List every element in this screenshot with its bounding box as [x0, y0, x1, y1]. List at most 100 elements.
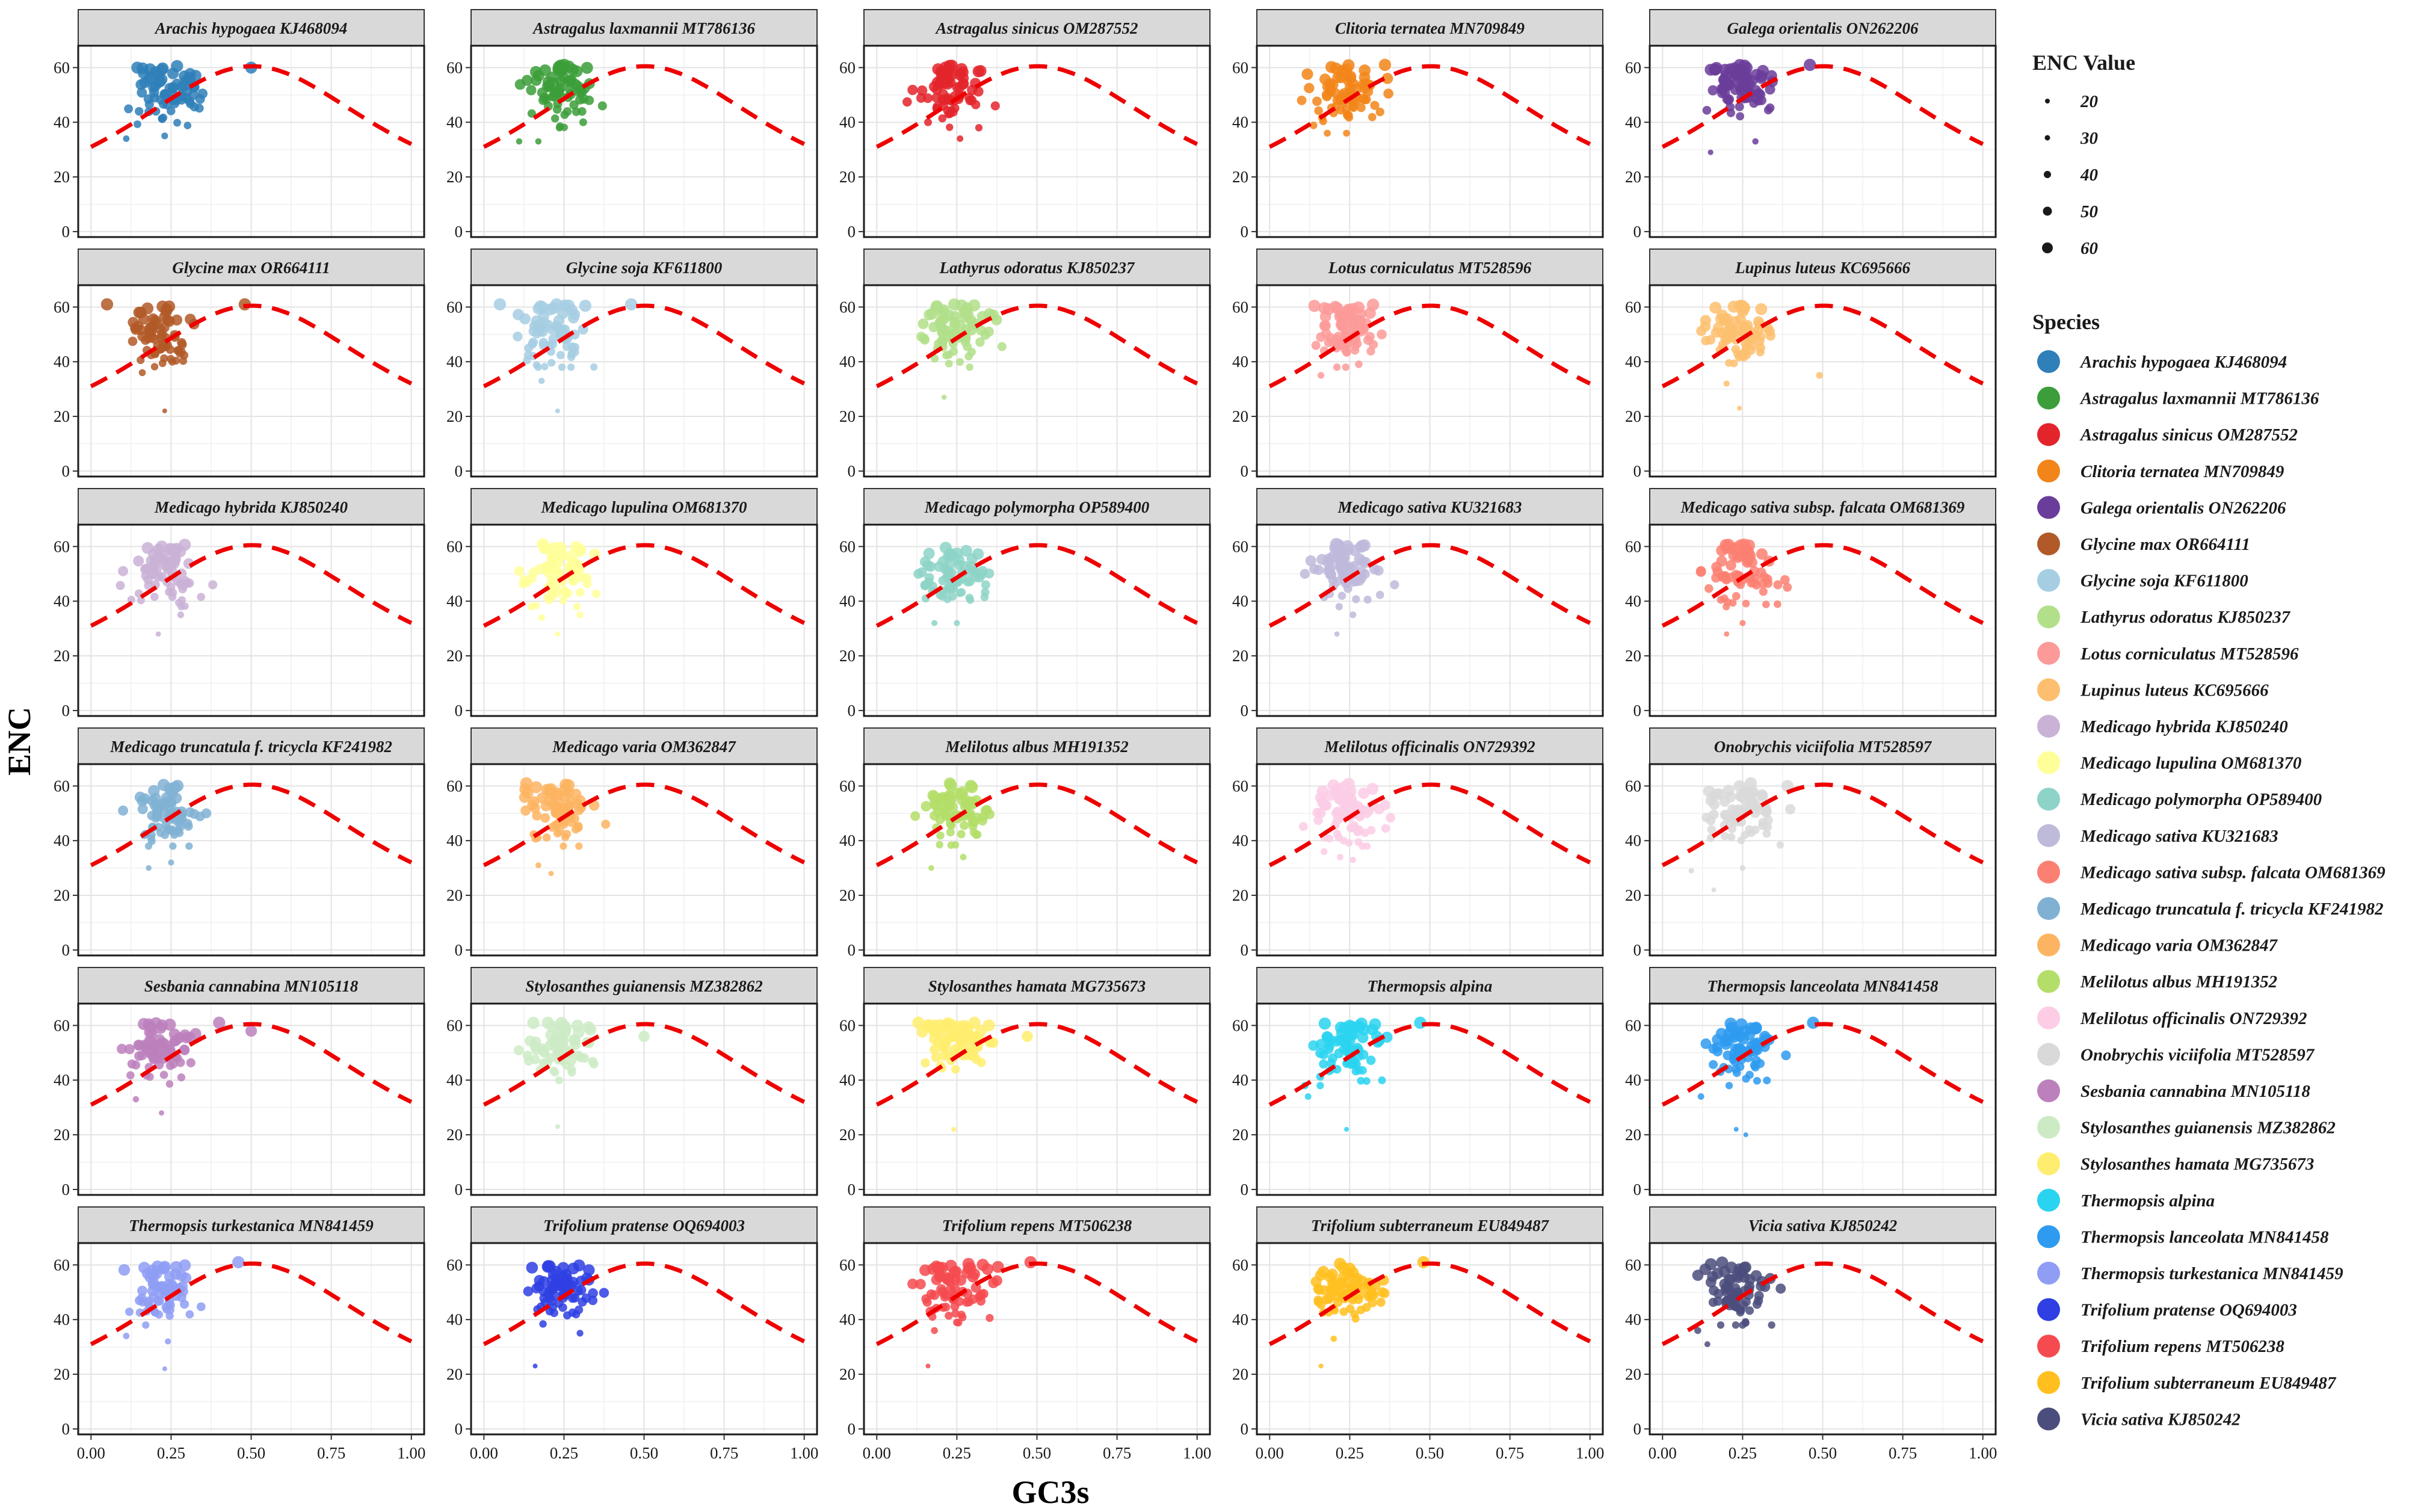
data-point [927, 789, 939, 801]
data-point [1390, 580, 1399, 590]
data-point [1338, 781, 1351, 793]
data-point [970, 816, 980, 826]
data-point [161, 132, 168, 140]
facet-strip [863, 967, 1211, 1004]
y-tick-label: 20 [446, 1365, 463, 1383]
species-legend-label: Galega orientalis ON262206 [2080, 498, 2286, 517]
data-point [951, 1126, 957, 1132]
y-tick-label: 40 [54, 353, 70, 371]
data-point [159, 311, 171, 322]
species-legend-key [2037, 1006, 2060, 1029]
data-point [538, 377, 545, 384]
y-tick-label: 20 [54, 1365, 70, 1383]
data-point [137, 1050, 147, 1061]
data-point [951, 1065, 960, 1074]
data-point [167, 67, 179, 79]
y-tick-label: 40 [1625, 1071, 1641, 1089]
data-point [1348, 1273, 1360, 1284]
expected-enc-curve [1268, 303, 1591, 389]
facet-panel: Arachis hypogaea KJ468094 0 20 40 60 [54, 9, 425, 241]
data-point [984, 568, 995, 579]
data-point [162, 564, 173, 575]
data-point [975, 337, 985, 347]
data-point [1707, 1271, 1718, 1283]
data-point [152, 1049, 162, 1059]
y-tick-label: 40 [446, 1071, 463, 1089]
data-point [117, 1043, 128, 1054]
data-point [560, 110, 569, 119]
data-point [1735, 353, 1744, 362]
data-point [1706, 335, 1716, 345]
y-tick-label: 20 [446, 647, 463, 665]
y-tick-label: 20 [839, 647, 856, 665]
y-tick-label: 20 [1232, 168, 1248, 186]
y-tick-label: 40 [1232, 832, 1248, 850]
data-point [559, 783, 572, 795]
facet-strip [1649, 488, 1996, 525]
data-point [177, 340, 187, 350]
facet-strip [1256, 9, 1603, 46]
facet-strip-label: Medicago truncatula f. tricycla KF241982 [110, 738, 392, 756]
data-point [1353, 339, 1362, 348]
data-point [1723, 1028, 1735, 1040]
data-point [541, 1261, 554, 1273]
size-legend-label: 30 [2080, 129, 2098, 148]
y-tick-label: 40 [1232, 113, 1248, 131]
data-point [118, 566, 128, 576]
x-tick-label: 0.75 [1889, 1444, 1917, 1462]
data-point [1319, 320, 1330, 332]
data-point [941, 395, 947, 400]
data-point [164, 1018, 176, 1031]
species-legend-key [2037, 532, 2060, 555]
facet-strip-label: Sesbania cannabina MN105118 [144, 977, 359, 995]
data-point [556, 351, 565, 360]
data-point [179, 1259, 191, 1271]
y-tick-label: 0 [1633, 941, 1642, 959]
y-tick-label: 0 [62, 223, 70, 241]
data-point [1319, 1059, 1328, 1069]
data-point [1726, 560, 1736, 571]
y-tick-label: 60 [446, 777, 463, 795]
data-point [1763, 578, 1773, 588]
data-point [957, 588, 966, 597]
facet-panel: Thermopsis lanceolata MN841458 0 20 40 60 [1625, 967, 1997, 1199]
data-point [1756, 791, 1768, 803]
data-point [1331, 334, 1342, 344]
data-point [1357, 566, 1367, 577]
expected-enc-curve [875, 64, 1198, 149]
data-point [1756, 548, 1768, 560]
data-point [563, 299, 575, 312]
data-point [929, 1033, 940, 1045]
data-point [1343, 129, 1350, 137]
data-point [1745, 825, 1754, 834]
data-point [184, 122, 192, 129]
species-legend-label: Vicia sativa KJ850242 [2080, 1410, 2241, 1429]
data-point [943, 1273, 955, 1285]
data-point [519, 313, 531, 325]
facet-strip [863, 9, 1211, 46]
data-point [573, 603, 581, 611]
y-tick-label: 60 [54, 537, 70, 555]
data-point [137, 1285, 147, 1296]
species-legend-key [2037, 1298, 2060, 1321]
data-point [548, 551, 560, 563]
y-tick-label: 0 [848, 702, 856, 720]
data-point [1380, 1288, 1390, 1298]
species-legend-key [2037, 715, 2060, 738]
data-point [1736, 112, 1744, 121]
data-point [1763, 1076, 1771, 1085]
data-point [920, 335, 930, 345]
expected-enc-curve [483, 1022, 806, 1107]
data-point [1386, 813, 1396, 823]
data-point [538, 1276, 549, 1287]
data-point [169, 842, 177, 850]
expected-enc-curve [1661, 1261, 1984, 1347]
species-legend-label: Stylosanthes hamata MG735673 [2080, 1155, 2314, 1174]
data-point [569, 100, 579, 110]
data-point [529, 66, 542, 78]
data-point [570, 1293, 580, 1303]
data-point [941, 1303, 951, 1312]
data-point [118, 805, 128, 816]
size-legend-title: ENC Value [2032, 51, 2135, 75]
